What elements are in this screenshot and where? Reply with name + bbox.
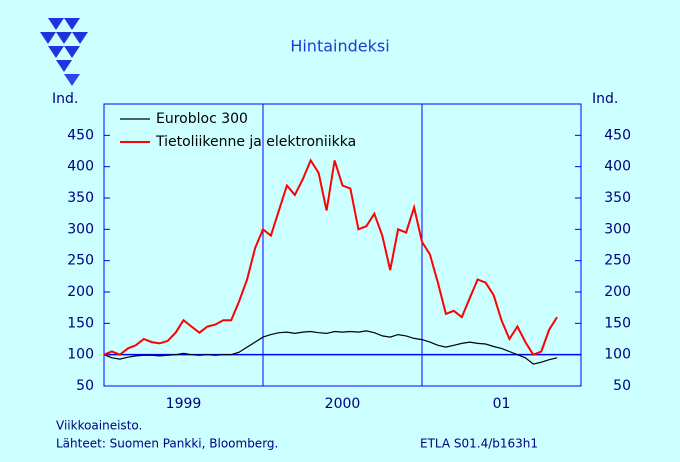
- legend-label: Eurobloc 300: [156, 111, 248, 127]
- y-tick-label: 100: [67, 347, 94, 363]
- x-tick-label: 2000: [325, 396, 361, 412]
- y-tick-label: 50: [76, 378, 94, 394]
- y2-tick-label: 100: [604, 347, 631, 363]
- y-tick-label: 350: [67, 190, 94, 206]
- y2-tick-label: 150: [604, 315, 631, 331]
- y2-tick-label: 450: [604, 127, 631, 143]
- logo: [40, 18, 88, 86]
- note: Viikkoaineisto.: [56, 419, 142, 433]
- y2-tick-label: 50: [613, 378, 631, 394]
- x-tick-label: 1999: [166, 396, 202, 412]
- y-tick-label: 200: [67, 284, 94, 300]
- y2-tick-label: 200: [604, 284, 631, 300]
- plot-frame: [103, 103, 582, 387]
- note: ETLA S01.4/b163h1: [420, 437, 538, 451]
- y-tick-label: 250: [67, 253, 94, 269]
- y-axis-label: Ind.: [52, 91, 78, 107]
- y2-axis-label: Ind.: [592, 91, 618, 107]
- y-tick-label: 150: [67, 315, 94, 331]
- note: Lähteet: Suomen Pankki, Bloomberg.: [56, 437, 278, 451]
- x-tick-label: 01: [493, 396, 511, 412]
- y-tick-label: 400: [67, 159, 94, 175]
- chart-title: Hintaindeksi: [290, 37, 389, 56]
- y-tick-label: 450: [67, 127, 94, 143]
- y2-tick-label: 350: [604, 190, 631, 206]
- y2-tick-label: 300: [604, 221, 631, 237]
- y2-tick-label: 250: [604, 253, 631, 269]
- data-line: [103, 330, 558, 365]
- y-tick-label: 300: [67, 221, 94, 237]
- y2-tick-label: 400: [604, 159, 631, 175]
- legend-label: Tietoliikenne ja elektroniikka: [155, 134, 356, 150]
- data-line: [103, 158, 558, 356]
